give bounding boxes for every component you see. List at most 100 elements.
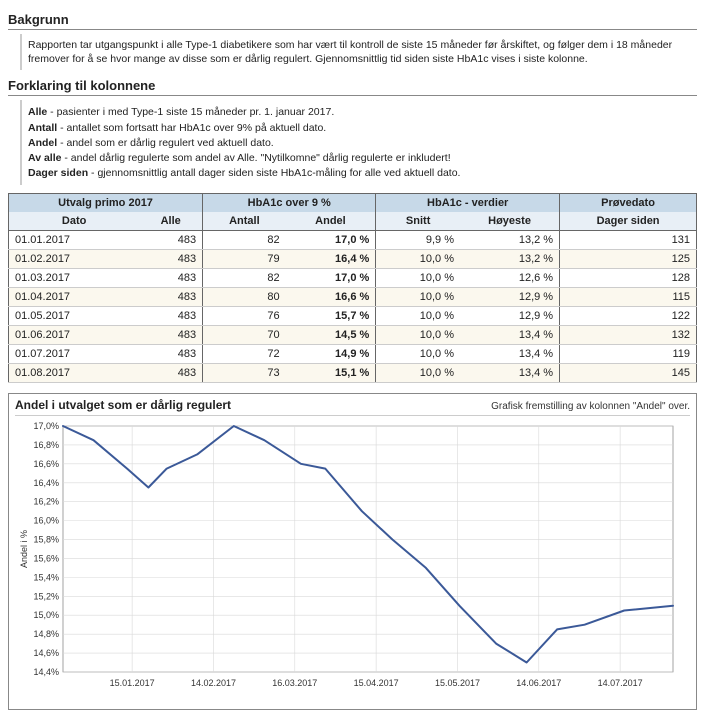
def-line: Andel - andel som er dårlig regulert ved…: [28, 136, 691, 150]
svg-text:14,6%: 14,6%: [33, 648, 59, 658]
table-cell: 82: [203, 269, 286, 288]
table-cell: 01.08.2017: [9, 364, 140, 383]
table-cell: 70: [203, 326, 286, 345]
svg-text:15.05.2017: 15.05.2017: [435, 678, 480, 688]
table-cell: 483: [139, 326, 202, 345]
table-cell: 13,2 %: [460, 231, 560, 250]
def-line: Av alle - andel dårlig regulerte som and…: [28, 151, 691, 165]
table-cell: 483: [139, 364, 202, 383]
svg-text:16,8%: 16,8%: [33, 440, 59, 450]
table-cell: 12,9 %: [460, 307, 560, 326]
chart-title: Andel i utvalget som er dårlig regulert: [15, 398, 231, 412]
table-cell: 9,9 %: [376, 231, 460, 250]
table-cell: 76: [203, 307, 286, 326]
svg-text:14.07.2017: 14.07.2017: [598, 678, 643, 688]
table-group-header-row: Utvalg primo 2017HbA1c over 9 %HbA1c - v…: [9, 194, 697, 213]
table-cell: 14,9 %: [286, 345, 376, 364]
table-cell: 13,4 %: [460, 345, 560, 364]
def-text: - andel dårlig regulerte som andel av Al…: [61, 152, 450, 164]
table-row: 01.01.20174838217,0 %9,9 %13,2 %131: [9, 231, 697, 250]
table-cell: 483: [139, 269, 202, 288]
table-cell: 01.06.2017: [9, 326, 140, 345]
def-text: - gjennomsnittlig antall dager siden sis…: [88, 167, 460, 179]
table-cell: 15,7 %: [286, 307, 376, 326]
table-cell: 10,0 %: [376, 364, 460, 383]
table-cell: 10,0 %: [376, 288, 460, 307]
table-cell: 01.01.2017: [9, 231, 140, 250]
table-cell: 13,4 %: [460, 364, 560, 383]
table-row: 01.08.20174837315,1 %10,0 %13,4 %145: [9, 364, 697, 383]
table-row: 01.07.20174837214,9 %10,0 %13,4 %119: [9, 345, 697, 364]
table-cell: 13,2 %: [460, 250, 560, 269]
table-cell: 10,0 %: [376, 345, 460, 364]
table-col-header: Dager siden: [560, 212, 697, 231]
svg-text:16,6%: 16,6%: [33, 459, 59, 469]
svg-text:15,4%: 15,4%: [33, 573, 59, 583]
svg-text:14.06.2017: 14.06.2017: [516, 678, 561, 688]
table-group-header: HbA1c - verdier: [376, 194, 560, 213]
table-cell: 145: [560, 364, 697, 383]
svg-text:15,0%: 15,0%: [33, 610, 59, 620]
svg-text:14.02.2017: 14.02.2017: [191, 678, 236, 688]
svg-text:16,0%: 16,0%: [33, 516, 59, 526]
def-term: Andel: [28, 137, 57, 149]
table-cell: 10,0 %: [376, 326, 460, 345]
table-cell: 82: [203, 231, 286, 250]
table-cell: 01.03.2017: [9, 269, 140, 288]
table-cell: 01.05.2017: [9, 307, 140, 326]
svg-text:Andel i %: Andel i %: [19, 530, 29, 568]
def-text: - pasienter i med Type-1 siste 15 månede…: [47, 106, 334, 118]
chart-container: Andel i utvalget som er dårlig regulert …: [8, 393, 697, 710]
svg-text:16.03.2017: 16.03.2017: [272, 678, 317, 688]
table-row: 01.05.20174837615,7 %10,0 %12,9 %122: [9, 307, 697, 326]
table-cell: 14,5 %: [286, 326, 376, 345]
def-term: Alle: [28, 106, 47, 118]
table-group-header: HbA1c over 9 %: [203, 194, 376, 213]
svg-text:15,2%: 15,2%: [33, 592, 59, 602]
table-cell: 01.07.2017: [9, 345, 140, 364]
svg-text:15,8%: 15,8%: [33, 535, 59, 545]
table-col-header: Høyeste: [460, 212, 560, 231]
table-cell: 132: [560, 326, 697, 345]
def-text: - antallet som fortsatt har HbA1c over 9…: [57, 122, 326, 134]
table-cell: 483: [139, 250, 202, 269]
table-column-header-row: DatoAlleAntallAndelSnittHøyesteDager sid…: [9, 212, 697, 231]
table-col-header: Antall: [203, 212, 286, 231]
table-cell: 10,0 %: [376, 307, 460, 326]
table-group-header: Prøvedato: [560, 194, 697, 213]
table-group-header: Utvalg primo 2017: [9, 194, 203, 213]
section-forklaring-title: Forklaring til kolonnene: [8, 78, 697, 96]
table-body: 01.01.20174838217,0 %9,9 %13,2 %13101.02…: [9, 231, 697, 383]
svg-text:15,6%: 15,6%: [33, 554, 59, 564]
section-bakgrunn-title: Bakgrunn: [8, 12, 697, 30]
table-cell: 115: [560, 288, 697, 307]
table-cell: 01.04.2017: [9, 288, 140, 307]
table-cell: 15,1 %: [286, 364, 376, 383]
table-cell: 12,6 %: [460, 269, 560, 288]
table-cell: 80: [203, 288, 286, 307]
table-col-header: Snitt: [376, 212, 460, 231]
table-cell: 483: [139, 345, 202, 364]
table-cell: 125: [560, 250, 697, 269]
table-cell: 131: [560, 231, 697, 250]
table-cell: 17,0 %: [286, 231, 376, 250]
table-cell: 119: [560, 345, 697, 364]
table-cell: 483: [139, 288, 202, 307]
def-line: Antall - antallet som fortsatt har HbA1c…: [28, 121, 691, 135]
table-col-header: Alle: [139, 212, 202, 231]
svg-text:15.01.2017: 15.01.2017: [110, 678, 155, 688]
svg-text:16,4%: 16,4%: [33, 478, 59, 488]
table-cell: 16,4 %: [286, 250, 376, 269]
bakgrunn-text-box: Rapporten tar utgangspunkt i alle Type-1…: [20, 34, 697, 70]
svg-text:17,0%: 17,0%: [33, 421, 59, 431]
chart-subtitle: Grafisk fremstilling av kolonnen "Andel"…: [491, 401, 690, 412]
def-text: - andel som er dårlig regulert ved aktue…: [57, 137, 274, 149]
table-cell: 73: [203, 364, 286, 383]
table-cell: 79: [203, 250, 286, 269]
table-col-header: Andel: [286, 212, 376, 231]
table-cell: 16,6 %: [286, 288, 376, 307]
svg-text:16,2%: 16,2%: [33, 497, 59, 507]
table-cell: 10,0 %: [376, 269, 460, 288]
table-cell: 122: [560, 307, 697, 326]
svg-text:15.04.2017: 15.04.2017: [354, 678, 399, 688]
